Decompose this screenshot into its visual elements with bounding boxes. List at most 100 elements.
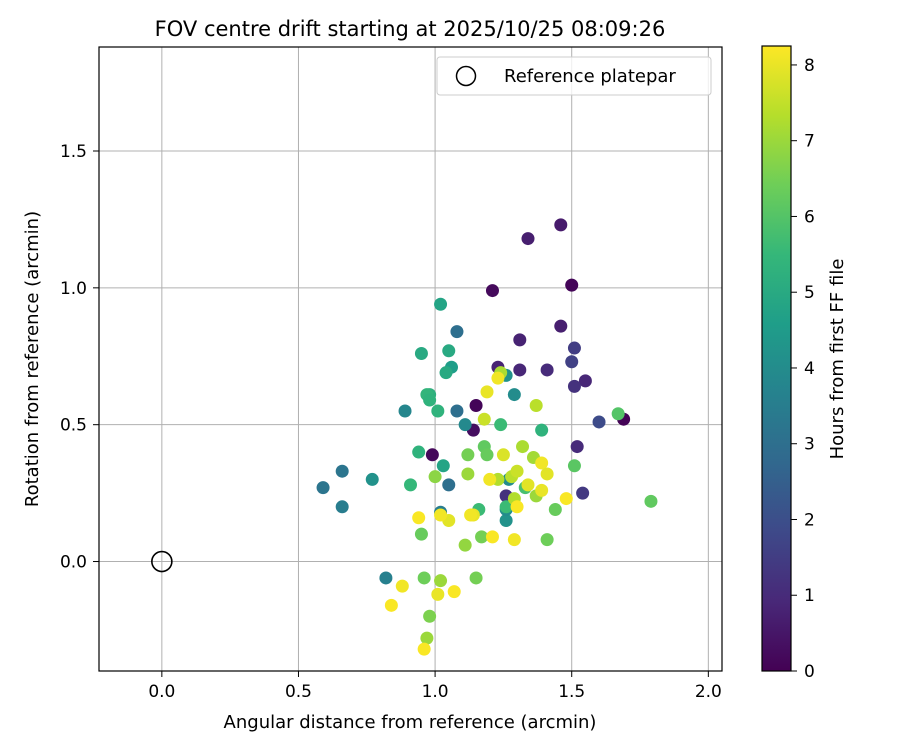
data-point xyxy=(412,445,426,459)
data-point xyxy=(395,579,409,593)
data-point xyxy=(507,388,521,402)
data-point xyxy=(335,500,349,514)
data-point xyxy=(554,218,568,232)
y-tick-label: 1.0 xyxy=(60,279,87,299)
data-point xyxy=(499,500,513,514)
data-point xyxy=(423,609,437,623)
data-point xyxy=(469,571,483,585)
data-point xyxy=(379,571,393,585)
data-point xyxy=(521,232,535,246)
y-tick-label: 0.0 xyxy=(60,553,87,573)
data-point xyxy=(414,347,428,361)
data-point xyxy=(431,404,445,418)
data-point xyxy=(365,472,379,486)
data-point xyxy=(516,440,530,454)
data-point xyxy=(540,467,554,481)
chart-title: FOV centre drift starting at 2025/10/25 … xyxy=(155,17,666,41)
x-tick-label: 0.0 xyxy=(148,682,175,702)
data-point xyxy=(567,459,581,473)
colorbar-tick-label: 7 xyxy=(804,132,815,152)
data-point xyxy=(436,459,450,473)
colorbar-ticks: 0 1 2 3 4 5 6 7 8 xyxy=(791,56,815,682)
legend-label-reference: Reference platepar xyxy=(504,66,676,87)
data-point xyxy=(458,538,472,552)
data-point xyxy=(499,513,513,527)
y-tick-label: 0.5 xyxy=(60,416,87,436)
colorbar-tick-label: 5 xyxy=(804,283,815,303)
data-point xyxy=(494,418,508,432)
data-point xyxy=(480,448,494,462)
data-point xyxy=(485,530,499,544)
data-point xyxy=(316,481,330,495)
data-point xyxy=(469,399,483,413)
colorbar-tick-label: 0 xyxy=(804,662,815,682)
data-point xyxy=(434,574,448,588)
data-point xyxy=(461,448,475,462)
data-point xyxy=(535,423,549,437)
data-point xyxy=(535,483,549,497)
x-tick-label: 2.0 xyxy=(695,682,722,702)
plot-area xyxy=(99,47,722,671)
data-point xyxy=(442,344,456,358)
data-point xyxy=(423,393,437,407)
data-point xyxy=(592,415,606,429)
data-points xyxy=(151,218,658,656)
colorbar-tick-label: 4 xyxy=(804,359,815,379)
data-point xyxy=(513,333,527,347)
data-point xyxy=(434,297,448,311)
data-point xyxy=(540,533,554,547)
x-tick-label: 1.5 xyxy=(558,682,585,702)
colorbar-tick-label: 6 xyxy=(804,207,815,227)
data-point xyxy=(335,464,349,478)
data-point xyxy=(417,642,431,656)
y-axis-ticks: 0.0 0.5 1.0 1.5 xyxy=(60,142,99,573)
grid-lines xyxy=(99,47,722,671)
data-point xyxy=(450,325,464,339)
data-point xyxy=(483,472,497,486)
data-point xyxy=(554,319,568,333)
reference-point-marker xyxy=(151,550,173,573)
x-axis-label: Angular distance from reference (arcmin) xyxy=(224,712,597,733)
colorbar: 0 1 2 3 4 5 6 7 8 Hours from first FF file xyxy=(761,45,848,682)
plot-frame xyxy=(98,46,723,672)
legend-box xyxy=(436,56,712,96)
x-axis-ticks: 0.0 0.5 1.0 1.5 2.0 xyxy=(148,671,722,702)
data-point xyxy=(420,631,434,645)
data-point xyxy=(507,533,521,547)
data-point xyxy=(565,278,579,292)
y-axis-label: Rotation from reference (arcmin) xyxy=(22,211,43,507)
data-point xyxy=(567,341,581,355)
data-point xyxy=(496,448,510,462)
data-point xyxy=(464,508,478,522)
data-point xyxy=(384,598,398,612)
data-point xyxy=(414,527,428,541)
data-point xyxy=(513,363,527,377)
data-point xyxy=(529,399,543,413)
data-point xyxy=(412,511,426,525)
data-point xyxy=(458,418,472,432)
data-point xyxy=(425,448,439,462)
y-tick-label: 1.5 xyxy=(60,142,87,162)
data-point xyxy=(439,366,453,380)
data-point xyxy=(431,587,445,601)
data-point xyxy=(477,412,491,426)
data-point xyxy=(521,478,535,492)
data-point xyxy=(434,508,448,522)
data-point xyxy=(548,503,562,517)
data-point xyxy=(559,492,573,506)
data-point xyxy=(611,407,625,421)
data-point xyxy=(565,355,579,369)
data-point xyxy=(447,585,461,599)
data-point xyxy=(417,571,431,585)
legend: Reference platepar xyxy=(436,56,712,96)
colorbar-tick-label: 1 xyxy=(804,586,815,606)
x-tick-label: 0.5 xyxy=(285,682,312,702)
data-point xyxy=(510,464,524,478)
data-point xyxy=(576,486,590,500)
data-point xyxy=(485,284,499,298)
data-point xyxy=(450,404,464,418)
data-point xyxy=(404,478,417,492)
data-point xyxy=(480,385,494,399)
data-point xyxy=(491,371,505,385)
